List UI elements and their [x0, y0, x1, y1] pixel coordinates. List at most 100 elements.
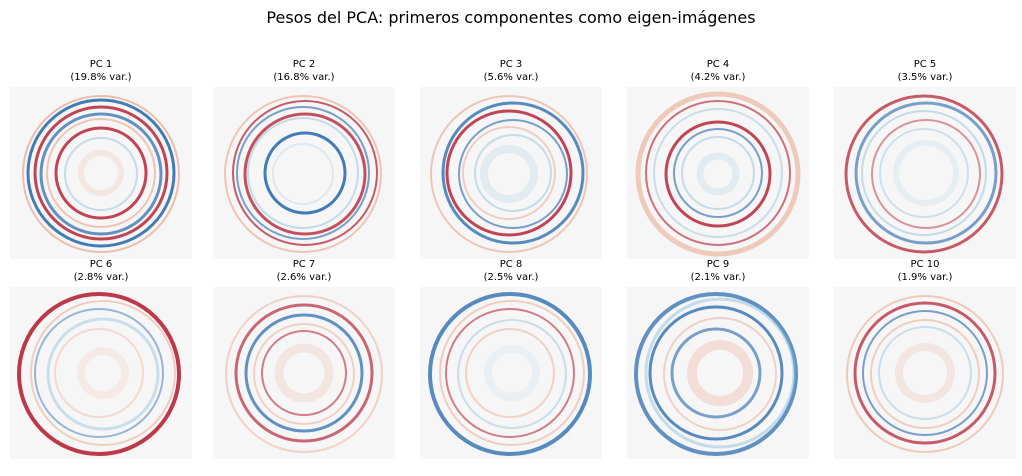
- eigen-ring: [253, 323, 355, 425]
- eigen-ring: [644, 297, 796, 449]
- eigen-ring: [441, 101, 585, 245]
- panel-title: PC 4 (4.2% var.): [632, 58, 804, 84]
- eigen-ring: [663, 317, 777, 431]
- eigen-ring: [274, 343, 334, 403]
- eigen-ring: [893, 140, 959, 206]
- eigen-ring: [22, 95, 180, 253]
- panel-pc-10: PC 10 (1.9% var.): [834, 258, 1016, 476]
- panel-pc-9: PC 9 (2.1% var.): [627, 258, 809, 476]
- panel-variance: (3.5% var.): [897, 72, 953, 83]
- eigen-ring: [895, 343, 955, 403]
- panel-variance: (2.5% var.): [483, 272, 539, 283]
- eigen-image: [213, 87, 395, 259]
- eigen-image: [420, 287, 602, 459]
- eigen-ring: [465, 328, 555, 418]
- eigen-ring: [696, 152, 740, 196]
- panel-title: PC 7 (2.6% var.): [218, 258, 390, 284]
- eigen-ring: [474, 134, 552, 212]
- eigen-ring: [870, 319, 980, 429]
- panel-pc-6: PC 6 (2.8% var.): [10, 258, 192, 476]
- panel-pc-3: PC 3 (5.6% var.): [420, 58, 602, 276]
- eigen-ring: [670, 327, 762, 419]
- eigen-ring: [853, 301, 997, 445]
- eigen-ring: [263, 131, 347, 215]
- eigen-image: [10, 287, 192, 459]
- panel-variance: (1.9% var.): [897, 272, 953, 283]
- eigen-ring: [871, 119, 981, 229]
- eigen-ring: [645, 100, 791, 246]
- panel-title: PC 5 (3.5% var.): [839, 58, 1011, 84]
- panel-pc-8: PC 8 (2.5% var.): [420, 258, 602, 476]
- panel-pc-2: PC 2 (16.8% var.): [213, 58, 395, 276]
- panel-title: PC 6 (2.8% var.): [15, 258, 187, 284]
- panel-variance: (4.2% var.): [690, 72, 746, 83]
- eigen-ring: [673, 128, 763, 218]
- panel-variance: (5.6% var.): [483, 72, 539, 83]
- eigen-image: [627, 87, 809, 259]
- panel-label: PC 6: [89, 259, 113, 270]
- eigen-ring: [224, 95, 382, 253]
- panel-title: PC 2 (16.8% var.): [218, 58, 390, 84]
- panel-title: PC 1 (19.8% var.): [15, 58, 187, 84]
- figure-title: Pesos del PCA: primeros componentes como…: [266, 8, 756, 27]
- eigen-image: [213, 287, 395, 459]
- eigen-ring: [458, 119, 568, 229]
- eigen-ring: [664, 120, 772, 228]
- eigen-ring: [635, 91, 801, 257]
- panel-label: PC 5: [913, 59, 937, 70]
- eigen-ring: [854, 101, 998, 245]
- eigen-image: [420, 87, 602, 259]
- eigen-ring: [77, 347, 129, 399]
- eigen-ring: [648, 305, 784, 441]
- eigen-ring: [54, 126, 148, 220]
- panel-label: PC 9: [706, 259, 730, 270]
- panel-pc-1: PC 1 (19.8% var.): [10, 58, 192, 276]
- eigen-ring: [244, 313, 364, 433]
- eigen-ring: [634, 292, 798, 456]
- eigen-ring: [46, 118, 156, 228]
- eigen-ring: [687, 340, 753, 406]
- eigen-ring: [34, 308, 164, 438]
- eigen-ring: [247, 117, 359, 229]
- panel-pc-4: PC 4 (4.2% var.): [627, 58, 809, 276]
- eigen-image: [834, 287, 1016, 459]
- eigen-ring: [844, 94, 1004, 254]
- eigen-ring: [272, 143, 334, 205]
- eigen-ring: [46, 317, 160, 431]
- eigen-ring: [33, 105, 169, 241]
- panel-pc-5: PC 5 (3.5% var.): [834, 58, 1016, 276]
- eigen-ring: [30, 300, 176, 446]
- eigen-ring: [462, 126, 556, 220]
- eigen-ring: [480, 145, 538, 203]
- eigen-ring: [232, 100, 378, 246]
- eigen-image: [10, 87, 192, 259]
- panel-title: PC 9 (2.1% var.): [632, 258, 804, 284]
- panel-variance: (19.8% var.): [70, 72, 132, 83]
- eigen-ring: [879, 128, 969, 218]
- eigen-ring: [243, 112, 367, 236]
- eigen-ring: [39, 112, 163, 236]
- eigen-ring: [17, 292, 181, 456]
- panel-variance: (16.8% var.): [273, 72, 335, 83]
- eigen-ring: [261, 330, 347, 416]
- eigen-ring: [653, 108, 783, 238]
- eigen-ring: [484, 345, 540, 401]
- eigen-image: [834, 87, 1016, 259]
- eigen-ring: [225, 295, 383, 453]
- eigen-ring: [861, 110, 987, 236]
- eigen-ring: [78, 150, 124, 196]
- eigen-ring: [428, 292, 592, 456]
- panel-label: PC 10: [910, 259, 940, 270]
- eigen-ring: [445, 109, 573, 237]
- eigen-ring: [26, 98, 176, 248]
- eigen-ring: [236, 106, 370, 240]
- eigen-ring: [430, 95, 588, 253]
- eigen-ring: [54, 328, 144, 418]
- panel-variance: (2.6% var.): [276, 272, 332, 283]
- eigen-ring: [64, 137, 138, 211]
- panel-label: PC 1: [89, 59, 113, 70]
- eigen-ring: [439, 300, 585, 446]
- eigen-ring: [862, 310, 988, 436]
- panel-title: PC 10 (1.9% var.): [839, 258, 1011, 284]
- eigen-ring: [846, 295, 1004, 453]
